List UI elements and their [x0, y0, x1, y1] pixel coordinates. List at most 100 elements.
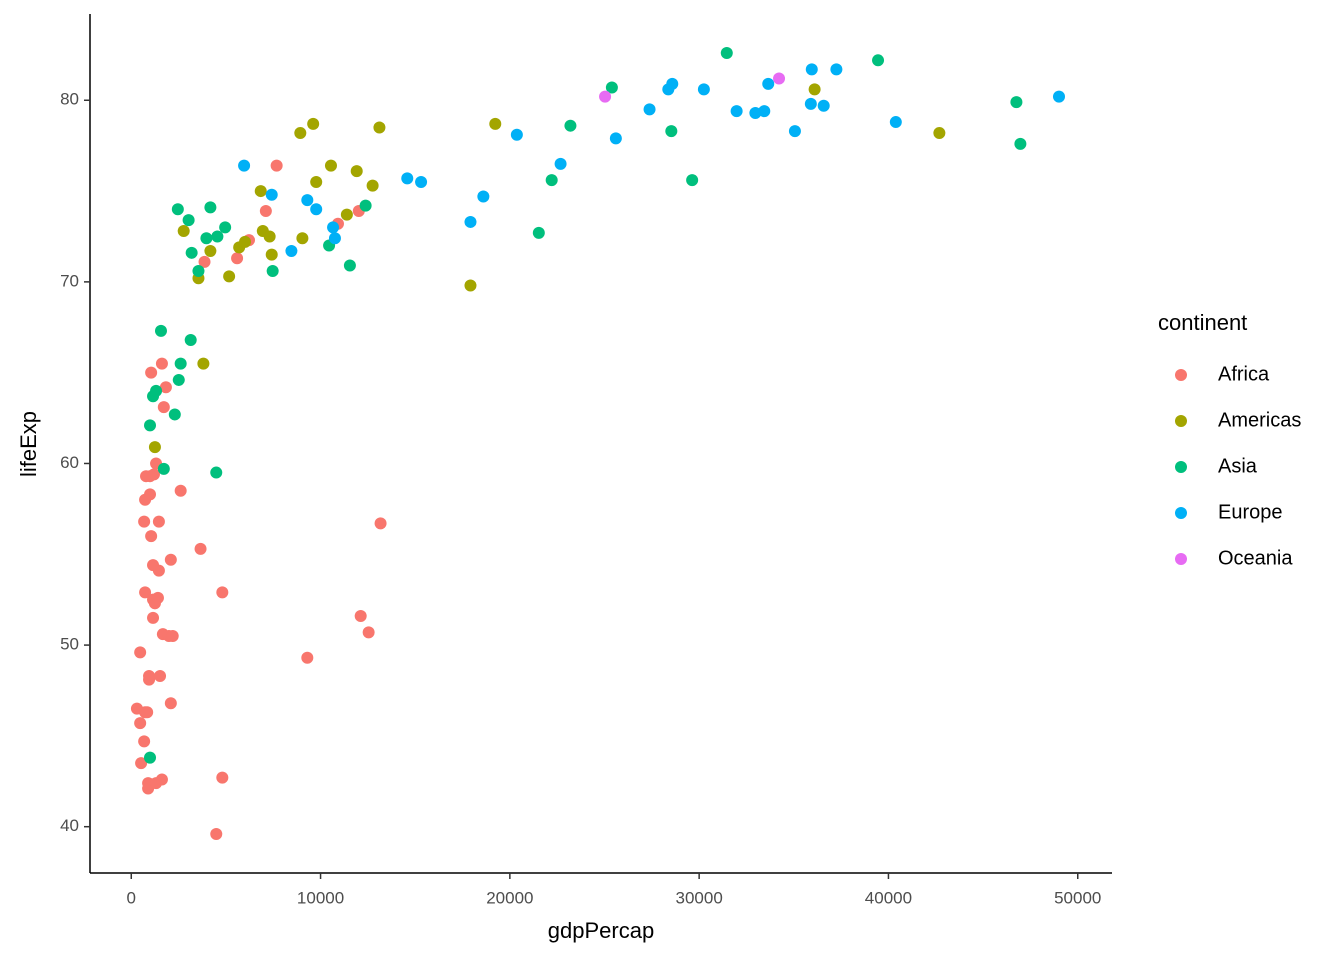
point [254, 185, 267, 198]
legend-key [1175, 461, 1187, 473]
legend-label: Europe [1218, 501, 1283, 523]
point [192, 264, 205, 277]
x-axis-title: gdpPercap [548, 918, 654, 943]
point [239, 235, 252, 248]
point [697, 83, 710, 96]
point [666, 77, 679, 90]
point [310, 175, 323, 188]
point [343, 259, 356, 272]
point [152, 515, 165, 528]
point [210, 827, 223, 840]
point [171, 203, 184, 216]
point [609, 132, 622, 145]
point [204, 244, 217, 257]
point [489, 117, 502, 130]
point [296, 232, 309, 245]
point [294, 126, 307, 139]
point [168, 408, 181, 421]
point [720, 47, 733, 60]
point [144, 488, 157, 501]
point [270, 159, 283, 172]
point [477, 190, 490, 203]
point [808, 83, 821, 96]
point [159, 381, 172, 394]
x-tick-label: 0 [127, 888, 136, 907]
legend-label: Asia [1218, 455, 1258, 477]
y-tick-label: 50 [60, 635, 79, 654]
point [238, 159, 251, 172]
x-tick-label: 40000 [865, 888, 912, 907]
point [135, 757, 148, 770]
point [263, 230, 276, 243]
x-tick-label: 30000 [676, 888, 723, 907]
point [340, 208, 353, 221]
point [164, 553, 177, 566]
x-tick-label: 50000 [1054, 888, 1101, 907]
point [350, 165, 363, 178]
point [148, 441, 161, 454]
point [366, 179, 379, 192]
legend-key [1175, 415, 1187, 427]
point [554, 157, 567, 170]
point [362, 626, 375, 639]
legend-label: Americas [1218, 409, 1301, 431]
point [804, 97, 817, 110]
point [749, 106, 762, 119]
point [200, 232, 213, 245]
point [198, 255, 211, 268]
legend-title: continent [1158, 310, 1247, 335]
point [174, 357, 187, 370]
legend-label: Oceania [1218, 547, 1293, 569]
point [265, 248, 278, 261]
point [259, 205, 272, 218]
point [643, 103, 656, 116]
point [144, 751, 157, 764]
point [145, 530, 158, 543]
point [155, 357, 168, 370]
point [788, 125, 801, 138]
legend-key [1175, 507, 1187, 519]
point [164, 697, 177, 710]
point [324, 159, 337, 172]
point [147, 611, 160, 624]
point [374, 517, 387, 530]
point [830, 63, 843, 76]
point [151, 591, 164, 604]
point [144, 419, 157, 432]
point [210, 466, 223, 479]
point [147, 468, 160, 481]
point [138, 735, 151, 748]
point [730, 105, 743, 118]
point [177, 225, 190, 238]
point [773, 72, 786, 85]
point [359, 199, 372, 212]
point [327, 221, 340, 234]
point [464, 215, 477, 228]
point [194, 542, 207, 555]
point [216, 586, 229, 599]
point [401, 172, 414, 185]
point [223, 270, 236, 283]
point [665, 125, 678, 138]
point [872, 54, 885, 67]
point [216, 771, 229, 784]
point [143, 673, 156, 686]
point [172, 373, 185, 386]
point [933, 126, 946, 139]
legend-label: Africa [1218, 363, 1270, 385]
legend-key [1175, 369, 1187, 381]
point [599, 90, 612, 103]
point [532, 226, 545, 239]
point [464, 279, 477, 292]
point [166, 630, 179, 643]
point [1014, 137, 1027, 150]
x-tick-label: 10000 [297, 888, 344, 907]
point [219, 221, 232, 234]
point [301, 651, 314, 664]
point [266, 264, 279, 277]
point [354, 610, 367, 623]
point [152, 564, 165, 577]
point [510, 128, 523, 141]
y-tick-label: 80 [60, 90, 79, 109]
